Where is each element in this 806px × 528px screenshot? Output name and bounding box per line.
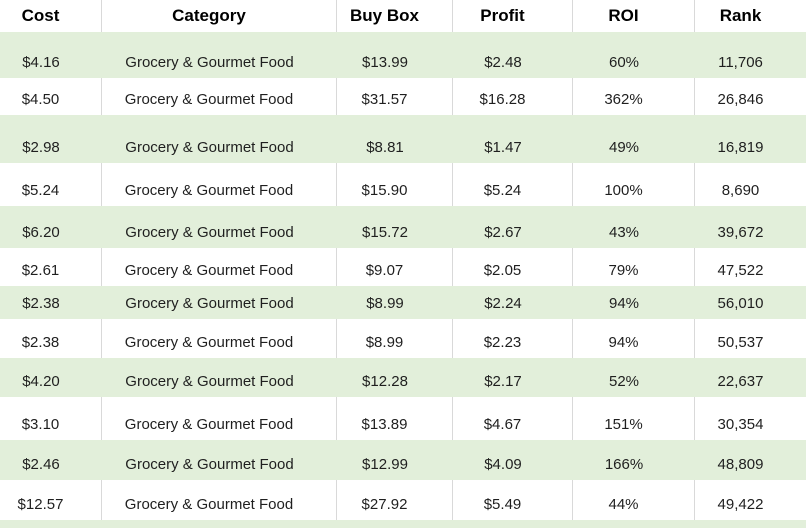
cell-rank[interactable]: 48,809	[717, 456, 764, 473]
cell-roi[interactable]: 44%	[573, 480, 695, 520]
cell-rank[interactable]: 50,537	[717, 334, 764, 351]
cell-rank[interactable]: 47,522	[717, 262, 764, 279]
cell-buy-box[interactable]: $15.90	[337, 163, 453, 206]
cell-cost[interactable]: $3.10	[0, 397, 102, 440]
cell-profit[interactable]: $2.67	[484, 224, 522, 241]
cell-category[interactable]: Grocery & Gourmet Food	[125, 456, 294, 473]
cell-category[interactable]: Grocery & Gourmet Food	[102, 319, 337, 358]
cell-category[interactable]: Grocery & Gourmet Food	[102, 397, 337, 440]
header-cell-cost[interactable]: Cost	[0, 0, 102, 32]
cell-buy-box[interactable]: $13.89	[337, 397, 453, 440]
cell-category[interactable]: Grocery & Gourmet Food	[125, 295, 294, 312]
table-body: $4.16 Grocery & Gourmet Food $13.99 $2.4…	[0, 32, 806, 520]
cell-cost[interactable]: $5.24	[0, 163, 102, 206]
cell-roi[interactable]: 43%	[608, 224, 640, 241]
cell-buy-box[interactable]: $8.81	[366, 139, 404, 156]
cell-category[interactable]: Grocery & Gourmet Food	[125, 224, 294, 241]
cell-buy-box[interactable]: $8.99	[366, 295, 404, 312]
cell-rank[interactable]: 39,672	[717, 224, 764, 241]
cell-rank[interactable]: 22,637	[717, 373, 764, 390]
cell-roi[interactable]: 151%	[573, 397, 695, 440]
table-row: $2.61 Grocery & Gourmet Food $9.07 $2.05…	[0, 248, 806, 286]
cell-cost[interactable]: $2.46	[22, 456, 60, 473]
cell-profit[interactable]: $4.09	[484, 456, 522, 473]
cell-roi[interactable]: 79%	[573, 248, 695, 286]
cell-category[interactable]: Grocery & Gourmet Food	[102, 78, 337, 115]
cell-profit[interactable]: $2.24	[484, 295, 522, 312]
cell-roi[interactable]: 94%	[608, 295, 640, 312]
cell-cost[interactable]: $2.98	[22, 139, 60, 156]
cell-roi[interactable]: 60%	[608, 54, 640, 71]
cell-buy-box[interactable]: $8.99	[337, 319, 453, 358]
table-row: $2.38 Grocery & Gourmet Food $8.99 $2.24…	[0, 286, 806, 319]
cell-roi[interactable]: 100%	[573, 163, 695, 206]
table-row: $4.20 Grocery & Gourmet Food $12.28 $2.1…	[0, 358, 806, 397]
table-row: $6.20 Grocery & Gourmet Food $15.72 $2.6…	[0, 206, 806, 248]
cell-roi[interactable]: 49%	[608, 139, 640, 156]
table-row: $4.50 Grocery & Gourmet Food $31.57 $16.…	[0, 78, 806, 115]
header-cell-profit[interactable]: Profit	[453, 0, 573, 32]
cell-category[interactable]: Grocery & Gourmet Food	[125, 139, 294, 156]
header-cell-buy-box[interactable]: Buy Box	[337, 0, 453, 32]
cell-buy-box[interactable]: $12.99	[362, 456, 408, 473]
cell-profit[interactable]: $2.05	[453, 248, 573, 286]
cell-cost[interactable]: $4.50	[0, 78, 102, 115]
cell-cost[interactable]: $4.16	[22, 54, 60, 71]
cell-buy-box[interactable]: $13.99	[362, 54, 408, 71]
cell-cost[interactable]: $12.57	[0, 480, 102, 520]
cell-rank[interactable]: 30,354	[717, 416, 764, 433]
cell-roi[interactable]: 52%	[608, 373, 640, 390]
cell-buy-box[interactable]: $15.72	[362, 224, 408, 241]
cell-cost[interactable]: $2.38	[22, 295, 60, 312]
header-cell-roi[interactable]: ROI	[573, 0, 695, 32]
cell-cost[interactable]: $2.38	[0, 319, 102, 358]
cell-profit[interactable]: $5.24	[453, 163, 573, 206]
table-row: $2.38 Grocery & Gourmet Food $8.99 $2.23…	[0, 319, 806, 358]
cell-cost[interactable]: $2.61	[0, 248, 102, 286]
cell-buy-box[interactable]: $31.57	[337, 78, 453, 115]
cell-category[interactable]: Grocery & Gourmet Food	[125, 373, 294, 390]
table-row: $12.57 Grocery & Gourmet Food $27.92 $5.…	[0, 480, 806, 520]
table-row: $2.98 Grocery & Gourmet Food $8.81 $1.47…	[0, 115, 806, 163]
cell-profit[interactable]: $2.23	[453, 319, 573, 358]
header-cell-rank[interactable]: Rank	[719, 6, 762, 25]
cell-cost[interactable]: $4.20	[22, 373, 60, 390]
header-cell-category[interactable]: Category	[102, 0, 337, 32]
cell-buy-box[interactable]: $9.07	[337, 248, 453, 286]
cell-profit[interactable]: $2.48	[484, 54, 522, 71]
cell-profit[interactable]: $2.17	[484, 373, 522, 390]
cell-profit[interactable]: $1.47	[484, 139, 522, 156]
cell-profit[interactable]: $4.67	[453, 397, 573, 440]
cell-buy-box[interactable]: $27.92	[337, 480, 453, 520]
cell-cost[interactable]: $6.20	[22, 224, 60, 241]
cell-category[interactable]: Grocery & Gourmet Food	[102, 248, 337, 286]
table-row: $2.46 Grocery & Gourmet Food $12.99 $4.0…	[0, 440, 806, 480]
cell-roi[interactable]: 362%	[573, 78, 695, 115]
cell-buy-box[interactable]: $12.28	[362, 373, 408, 390]
cell-rank[interactable]: 11,706	[718, 54, 763, 71]
table-row: $3.10 Grocery & Gourmet Food $13.89 $4.6…	[0, 397, 806, 440]
cell-roi[interactable]: 166%	[604, 456, 644, 473]
cell-rank[interactable]: 56,010	[717, 295, 764, 312]
cell-profit[interactable]: $5.49	[453, 480, 573, 520]
partial-next-row[interactable]	[0, 520, 806, 528]
cell-category[interactable]: Grocery & Gourmet Food	[102, 163, 337, 206]
cell-rank[interactable]: 26,846	[717, 91, 764, 108]
cell-profit[interactable]: $16.28	[453, 78, 573, 115]
cell-category[interactable]: Grocery & Gourmet Food	[125, 54, 294, 71]
table-row: $4.16 Grocery & Gourmet Food $13.99 $2.4…	[0, 32, 806, 78]
cell-rank[interactable]: 16,819	[717, 139, 764, 156]
table-header-row: Cost Category Buy Box Profit ROI Rank	[0, 0, 806, 32]
cell-roi[interactable]: 94%	[573, 319, 695, 358]
cell-category[interactable]: Grocery & Gourmet Food	[102, 480, 337, 520]
cell-rank[interactable]: 49,422	[717, 496, 764, 513]
cell-rank[interactable]: 8,690	[721, 182, 760, 199]
table-row: $5.24 Grocery & Gourmet Food $15.90 $5.2…	[0, 163, 806, 206]
